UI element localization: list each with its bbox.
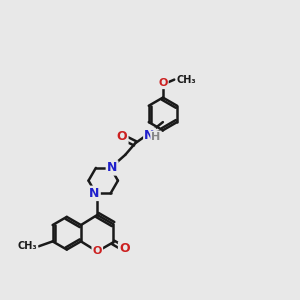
Text: H: H [152,132,161,142]
Text: CH₃: CH₃ [18,241,37,251]
Text: O: O [119,242,130,255]
Text: CH₃: CH₃ [177,75,196,85]
Text: N: N [144,129,155,142]
Text: O: O [158,78,168,88]
Text: N: N [107,161,117,174]
Text: N: N [89,187,100,200]
Text: O: O [93,247,102,256]
Text: O: O [117,130,127,143]
